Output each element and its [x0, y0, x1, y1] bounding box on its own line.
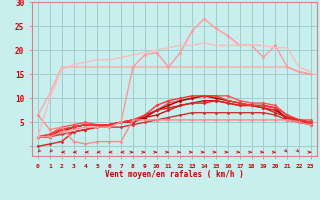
X-axis label: Vent moyen/en rafales ( km/h ): Vent moyen/en rafales ( km/h ): [105, 170, 244, 179]
